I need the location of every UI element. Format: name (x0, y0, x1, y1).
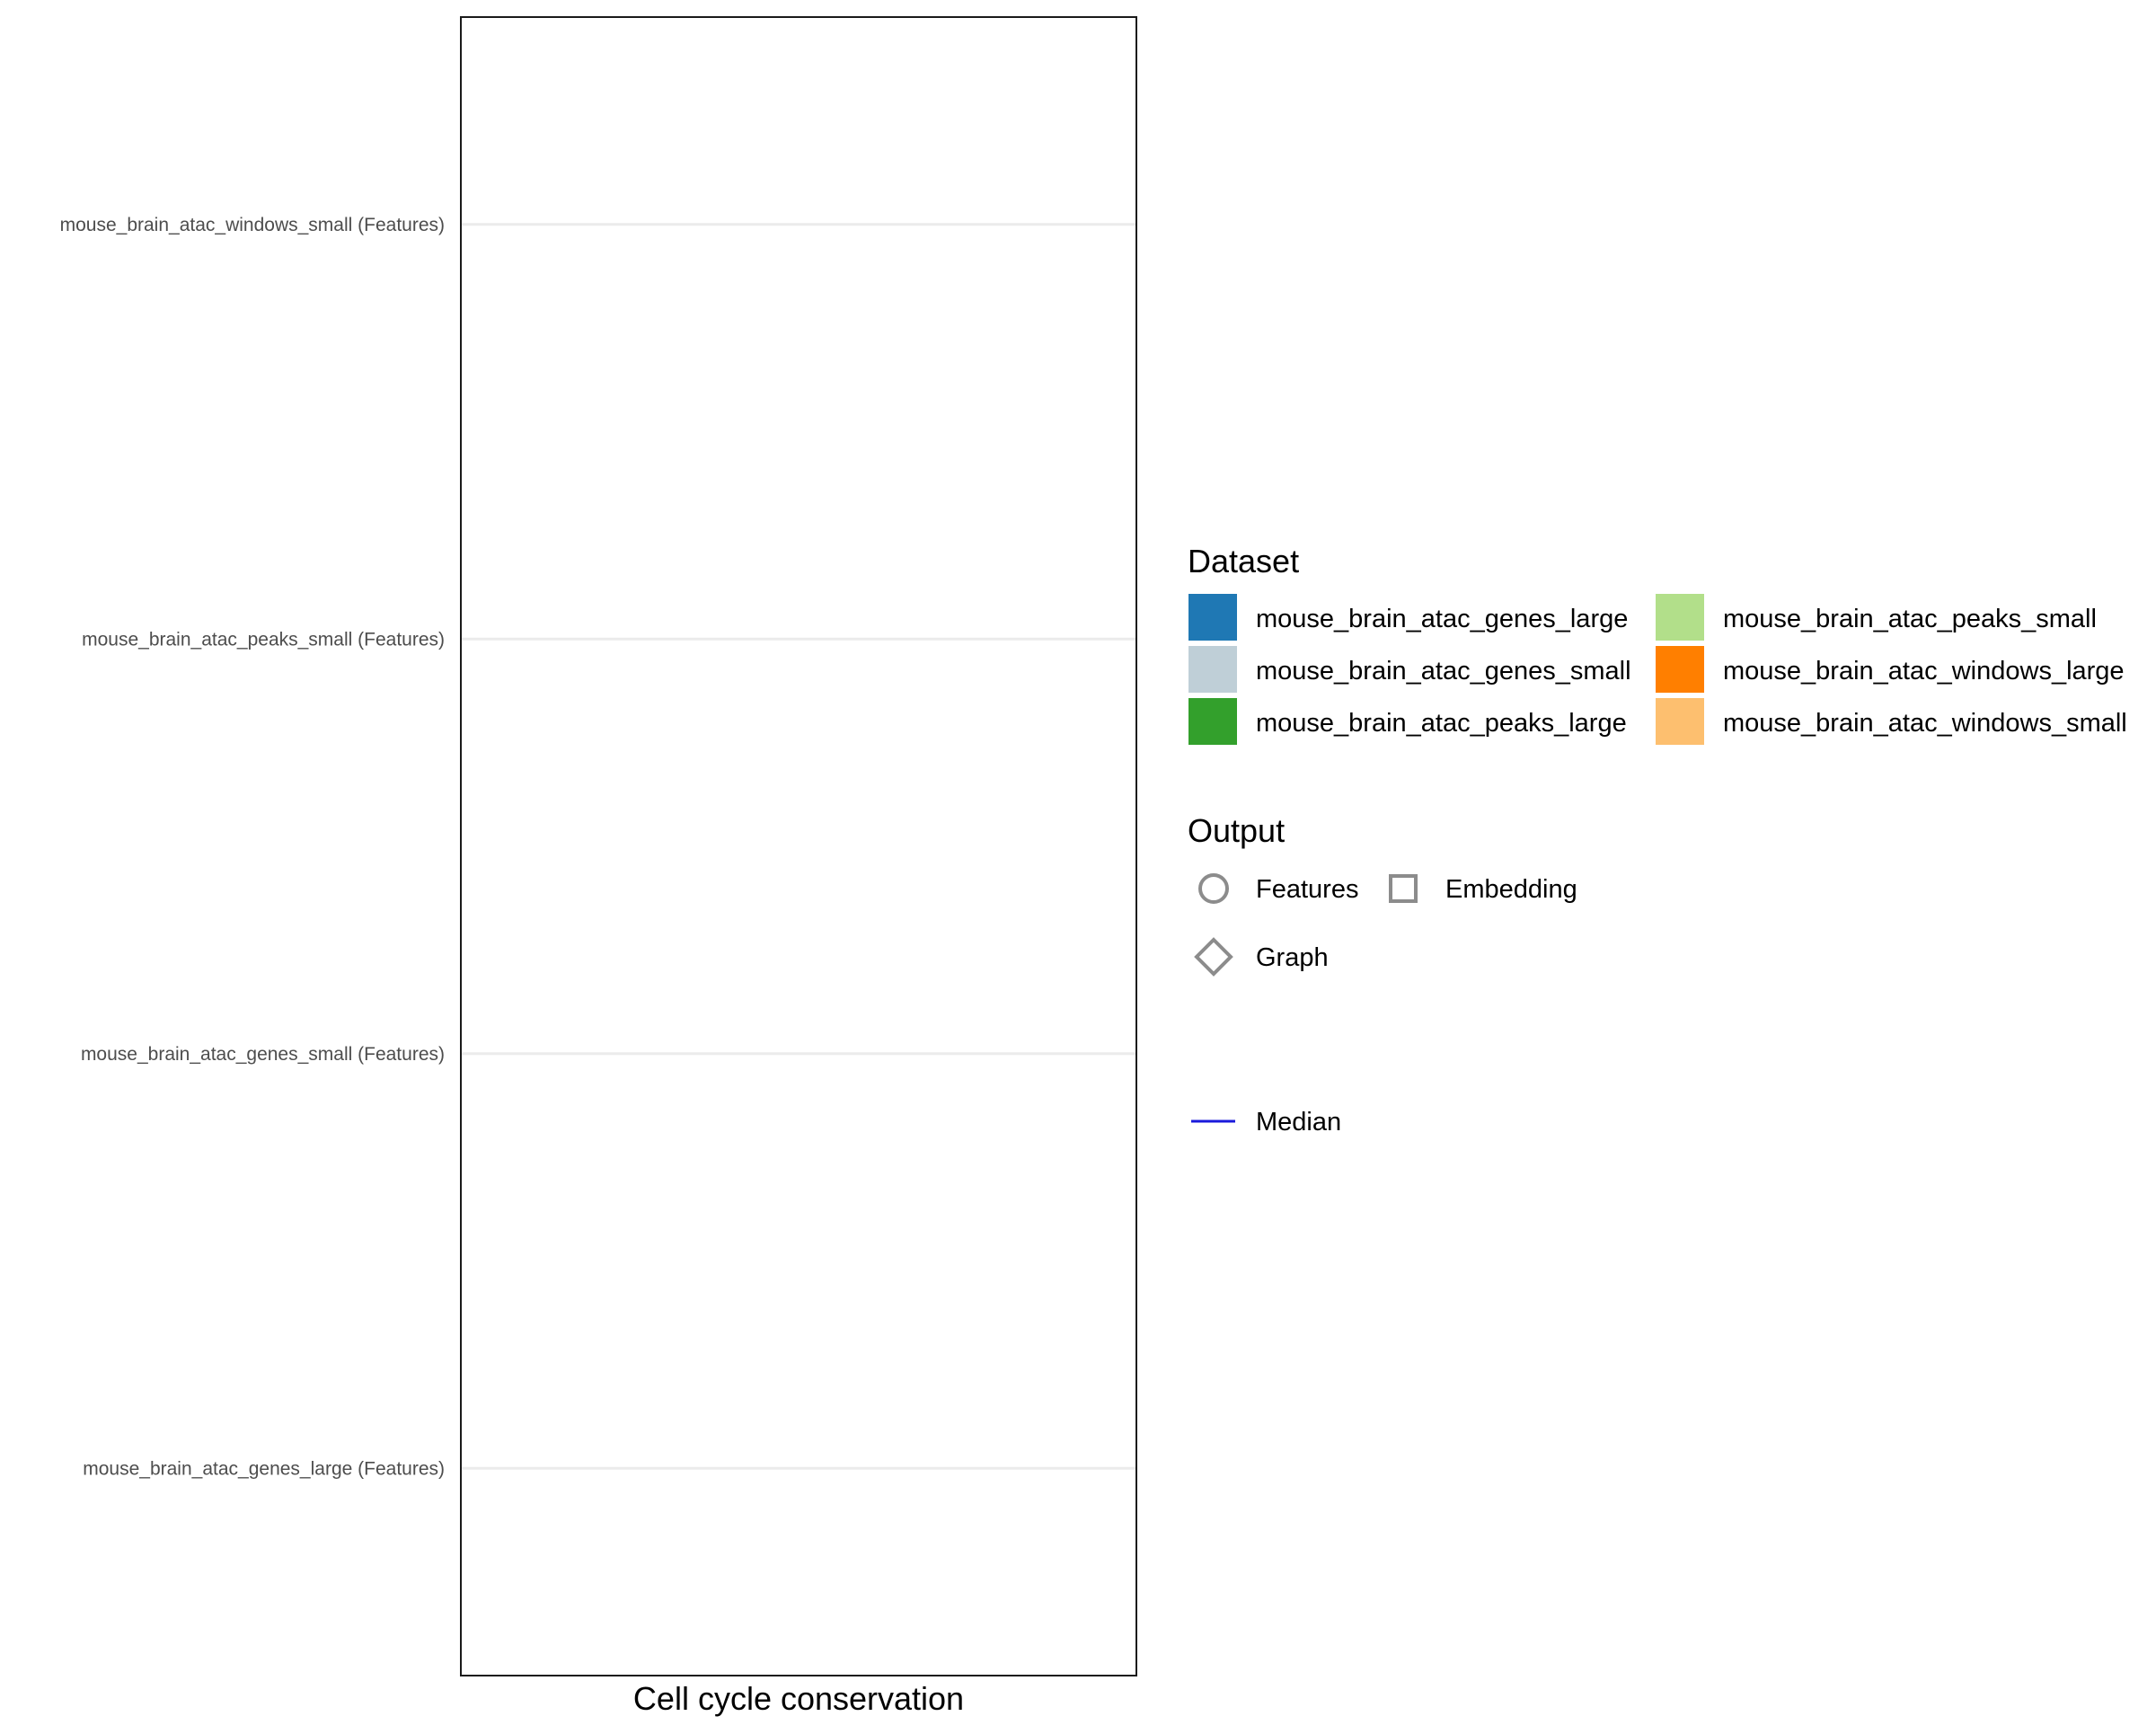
legend-dataset-label: mouse_brain_atac_peaks_small (1723, 605, 2097, 633)
legend-dataset-label: mouse_brain_atac_windows_small (1723, 709, 2127, 738)
x-axis-title: Cell cycle conservation (633, 1680, 964, 1717)
legend-swatch (1187, 696, 1239, 747)
plot-panel (460, 16, 1137, 1676)
legend-dataset-label: mouse_brain_atac_peaks_large (1256, 709, 1627, 738)
legend-output-title: Output (1188, 812, 1285, 849)
y-axis-tick-labels: mouse_brain_atac_genes_large (Features) m… (60, 215, 445, 1480)
legend-dataset-label: mouse_brain_atac_windows_large (1723, 657, 2125, 686)
y-tick-label: mouse_brain_atac_genes_small (Features) (81, 1044, 445, 1065)
legend-output-label: Embedding (1445, 875, 1577, 904)
y-tick-label: mouse_brain_atac_peaks_small (Features) (82, 629, 445, 650)
legend-output-label: Features (1256, 875, 1358, 904)
square-shape-key (1389, 874, 1418, 903)
legend-swatch (1187, 644, 1239, 694)
circle-shape-key (1198, 873, 1229, 904)
legend-output: Output Features Embedding Graph (1188, 812, 1577, 977)
legend-output-label: Graph (1256, 943, 1329, 972)
legend-median: Median (1191, 1108, 1341, 1137)
y-tick-label: mouse_brain_atac_genes_large (Features) (83, 1458, 445, 1479)
legend-dataset-title: Dataset (1188, 543, 1299, 579)
y-tick-label: mouse_brain_atac_windows_small (Features… (60, 215, 445, 235)
median-label: Median (1256, 1108, 1341, 1137)
legend-swatch (1654, 696, 1706, 747)
legend-dataset-label: mouse_brain_atac_genes_small (1256, 657, 1631, 686)
legend-dataset: Dataset mouse_brain_atac_genes_largemous… (1187, 543, 2127, 747)
legend-swatch (1654, 644, 1706, 694)
legend-swatch (1187, 592, 1239, 642)
gridlines (461, 223, 1136, 1470)
diamond-shape-key (1194, 937, 1233, 977)
panel-border (460, 16, 1137, 1676)
legend-swatch (1654, 592, 1706, 642)
legend-dataset-label: mouse_brain_atac_genes_large (1256, 605, 1628, 633)
